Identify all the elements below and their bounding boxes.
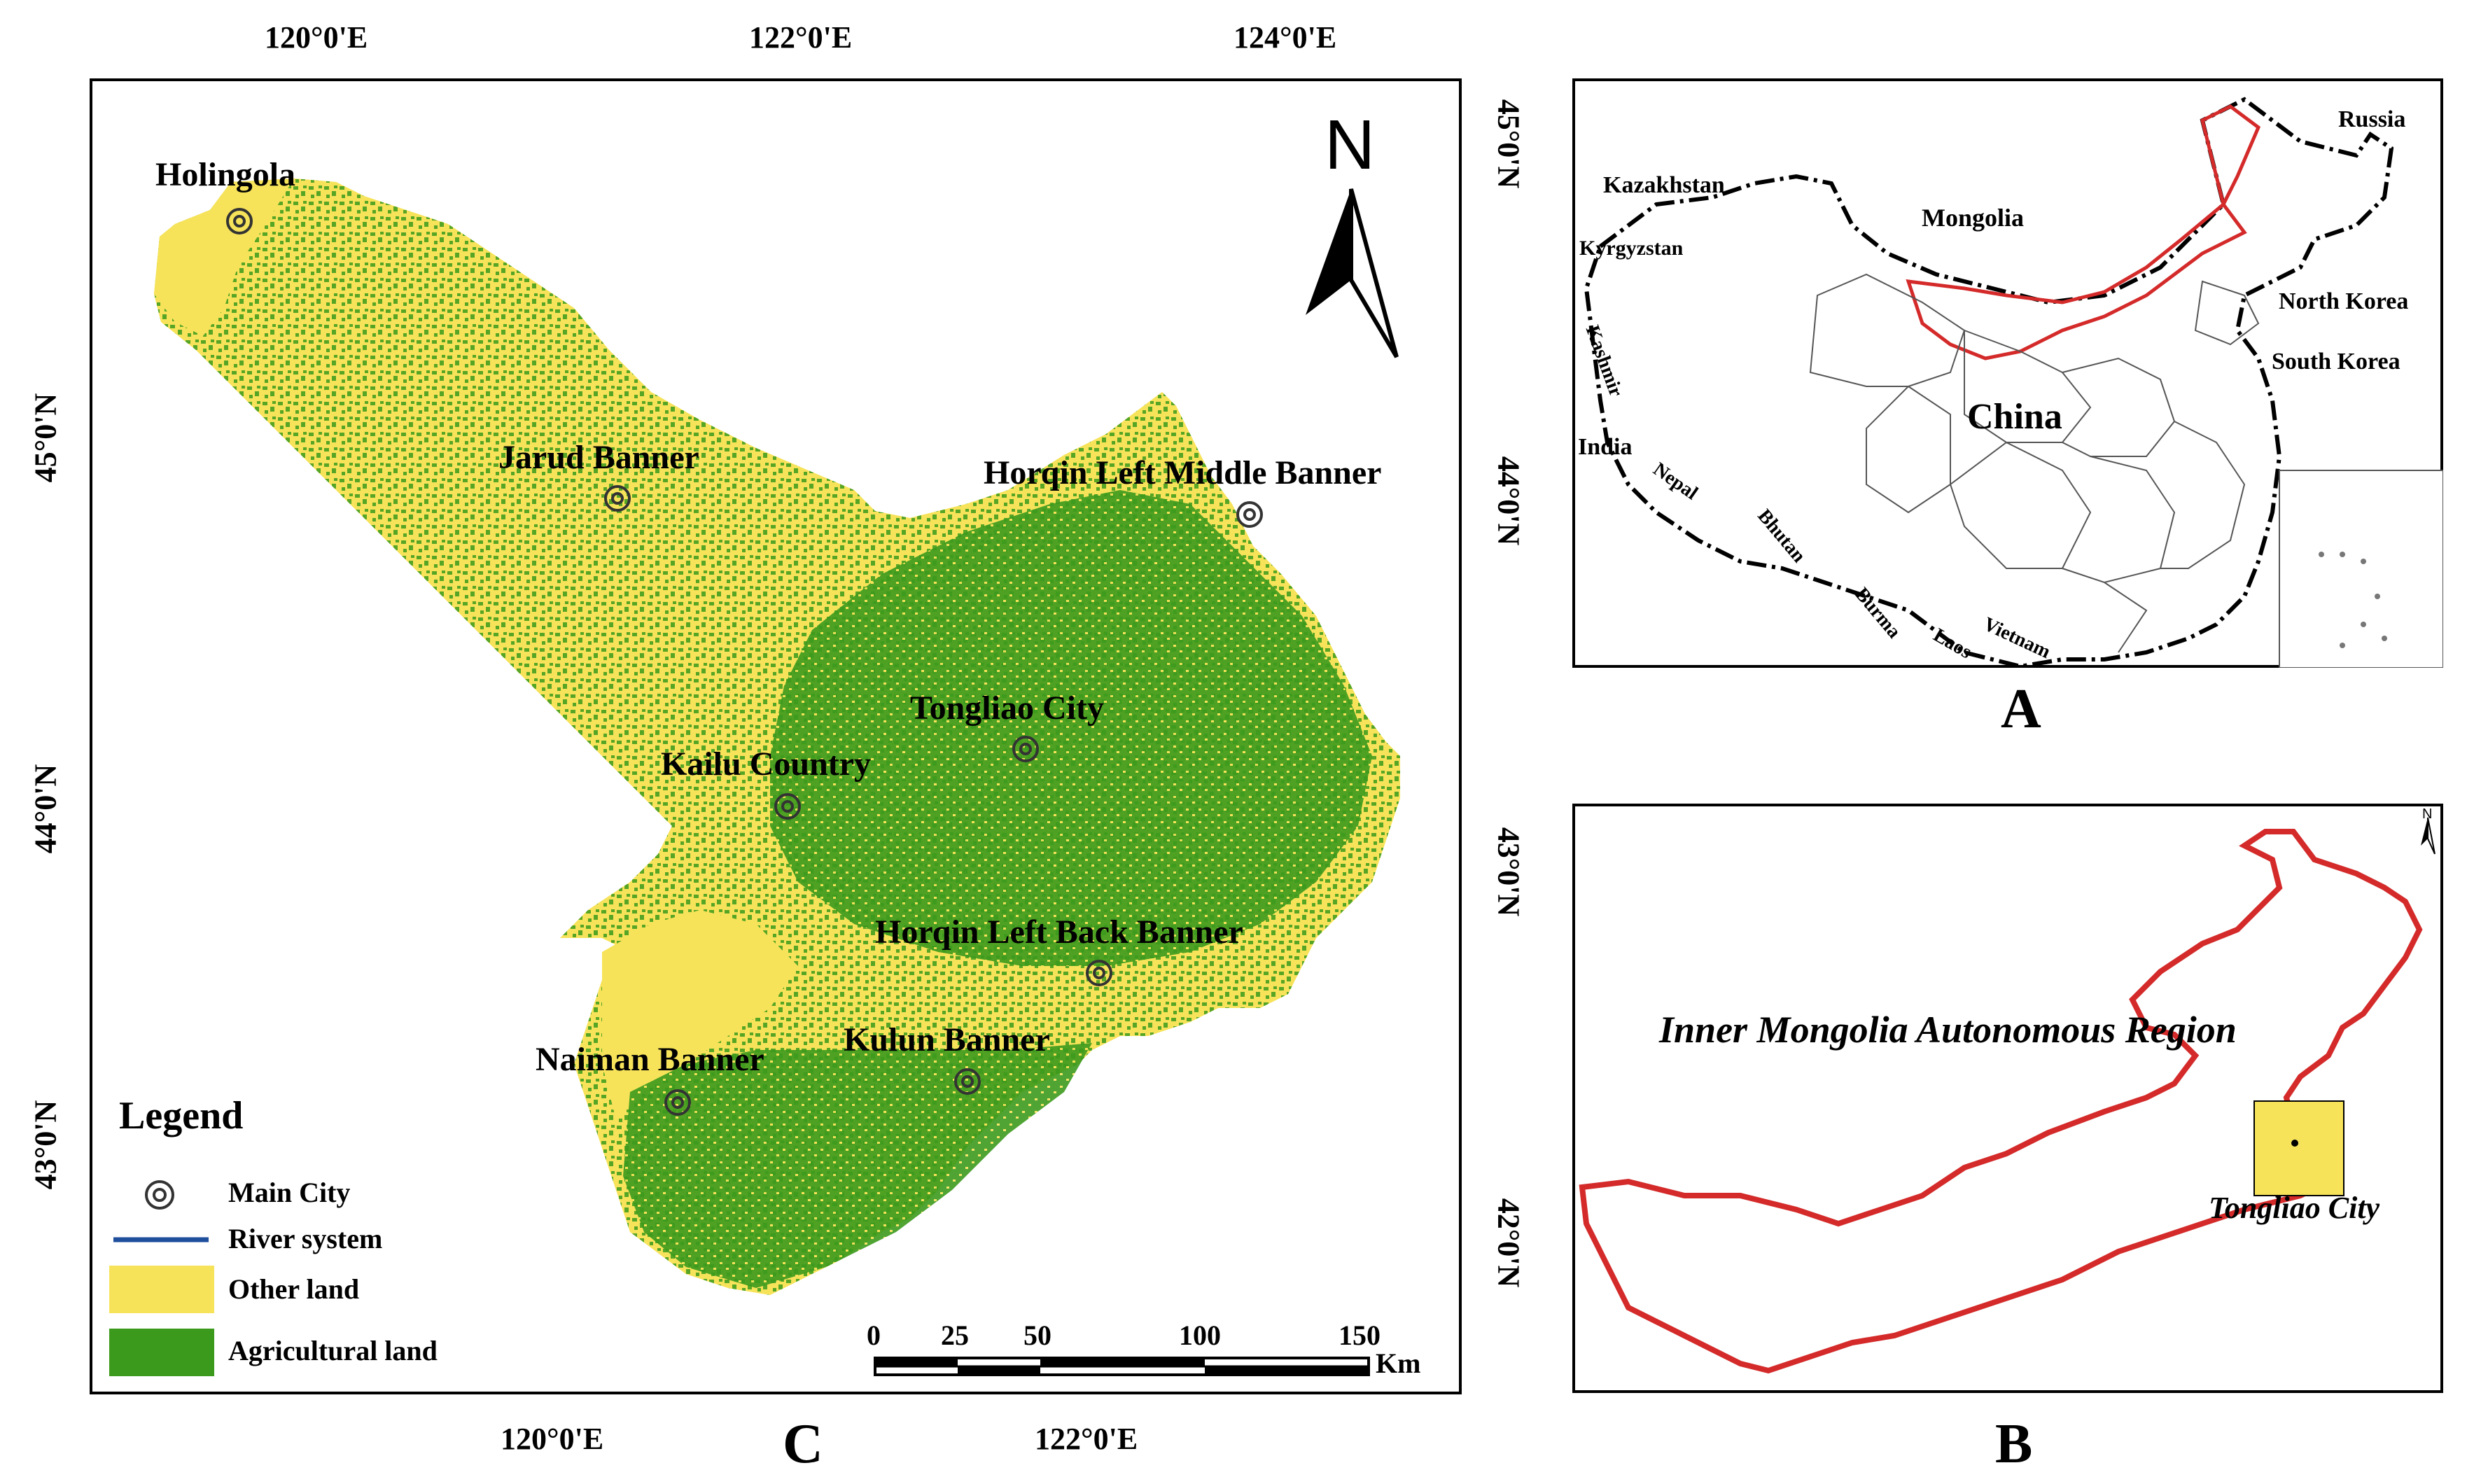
- other-land-northwest: [154, 178, 294, 336]
- city-marker-horqin-left-back: [1086, 960, 1112, 986]
- city-label-kailu: Kailu Country: [661, 746, 872, 783]
- right-lat-tick-2: 44°0'N: [1491, 456, 1526, 546]
- scale-tick-25: 25: [941, 1320, 969, 1351]
- city-marker-kailu: [774, 793, 801, 820]
- bottom-lon-tick-1: 120°0'E: [501, 1422, 604, 1456]
- country-label-russia: Russia: [2338, 106, 2406, 132]
- scale-unit: Km: [1376, 1348, 1421, 1379]
- panel-a-frame: [1572, 78, 2443, 668]
- agricultural-dense-east: [770, 490, 1372, 966]
- legend-main-city-icon: [145, 1180, 174, 1210]
- country-label-north-korea: North Korea: [2279, 288, 2409, 314]
- tongliao-locator-dot: [2291, 1140, 2298, 1147]
- city-label-kulun: Kulun Banner: [844, 1021, 1050, 1058]
- legend-agricultural-label: Agricultural land: [228, 1335, 438, 1366]
- legend-agricultural-swatch: [109, 1329, 214, 1376]
- city-label-jarud: Jarud Banner: [498, 439, 699, 476]
- inner-mongolia-map: [1579, 817, 2435, 1374]
- top-lon-tick-3: 124°0'E: [1234, 20, 1337, 55]
- country-label-kazakhstan: Kazakhstan: [1603, 172, 1725, 198]
- agricultural-dense-south: [623, 1043, 1092, 1288]
- scale-tick-100: 100: [1179, 1320, 1221, 1351]
- right-lat-tick-1: 45°0'N: [1491, 99, 1526, 189]
- city-label-tongliao: Tongliao City: [910, 690, 1104, 727]
- legend-main-city-label: Main City: [228, 1177, 351, 1208]
- city-marker-kulun: [954, 1068, 981, 1095]
- scale-tick-50: 50: [1023, 1320, 1051, 1351]
- panel-c-frame: [90, 78, 1462, 1394]
- legend-river-label: River system: [228, 1223, 383, 1254]
- left-lat-tick-3: 43°0'N: [28, 1100, 63, 1190]
- scale-bar: [874, 1357, 1370, 1376]
- top-lon-tick-2: 122°0'E: [749, 20, 853, 55]
- north-label-small: N: [2422, 806, 2433, 822]
- study-area-map: [109, 178, 1400, 1376]
- tongliao-city-label: Tongliao City: [2209, 1191, 2380, 1225]
- legend-other-land-label: Other land: [228, 1273, 360, 1305]
- city-marker-jarud: [604, 485, 631, 512]
- left-lat-tick-2: 44°0'N: [28, 764, 63, 854]
- south-china-sea-inset: [2279, 470, 2443, 668]
- north-arrow-icon: [1306, 188, 1399, 358]
- panel-letter-b: B: [1995, 1413, 2033, 1475]
- legend-title: Legend: [119, 1094, 244, 1138]
- inner-mongolia-outline: [1906, 104, 2261, 360]
- legend-other-land-swatch: [109, 1266, 214, 1313]
- country-label-south-korea: South Korea: [2272, 349, 2400, 374]
- tongliao-locator-box: [2253, 1100, 2344, 1196]
- north-label: N: [1325, 106, 1376, 184]
- city-marker-horqin-left-middle: [1236, 501, 1263, 528]
- city-label-naiman: Naiman Banner: [536, 1041, 764, 1078]
- other-land-southwest: [602, 910, 798, 1120]
- panel-letter-c: C: [783, 1413, 823, 1475]
- country-label-kyrgyzstan: Kyrgyzstan: [1579, 237, 1684, 260]
- city-label-holingola: Holingola: [155, 156, 296, 193]
- left-lat-tick-1: 45°0'N: [28, 393, 63, 483]
- north-arrow-small-icon: [2421, 817, 2435, 855]
- country-label-china: China: [1967, 397, 2062, 437]
- province-lines: [1809, 273, 2260, 653]
- china-overview-map: [1584, 97, 2443, 668]
- city-markers: [226, 208, 1263, 1116]
- bottom-lon-tick-2: 122°0'E: [1035, 1422, 1138, 1456]
- panel-letter-a: A: [2001, 678, 2041, 740]
- panel-b-frame: [1572, 804, 2443, 1393]
- inner-mongolia-label: Inner Mongolia Autonomous Region: [1659, 1009, 2237, 1051]
- right-lat-tick-4: 42°0'N: [1491, 1198, 1526, 1288]
- city-marker-tongliao: [1012, 736, 1039, 762]
- scale-tick-150: 150: [1339, 1320, 1381, 1351]
- country-label-india: India: [1578, 434, 1633, 460]
- city-marker-naiman: [664, 1089, 691, 1116]
- city-label-horqin-left-middle: Horqin Left Middle Banner: [984, 454, 1382, 491]
- inner-mongolia-boundary: [1579, 829, 2423, 1374]
- city-marker-holingola: [226, 208, 253, 234]
- scale-tick-0: 0: [867, 1320, 881, 1351]
- top-lon-tick-1: 120°0'E: [265, 20, 368, 55]
- country-label-mongolia: Mongolia: [1922, 204, 2025, 232]
- city-label-horqin-left-back: Horqin Left Back Banner: [875, 913, 1243, 951]
- right-lat-tick-3: 43°0'N: [1491, 827, 1526, 917]
